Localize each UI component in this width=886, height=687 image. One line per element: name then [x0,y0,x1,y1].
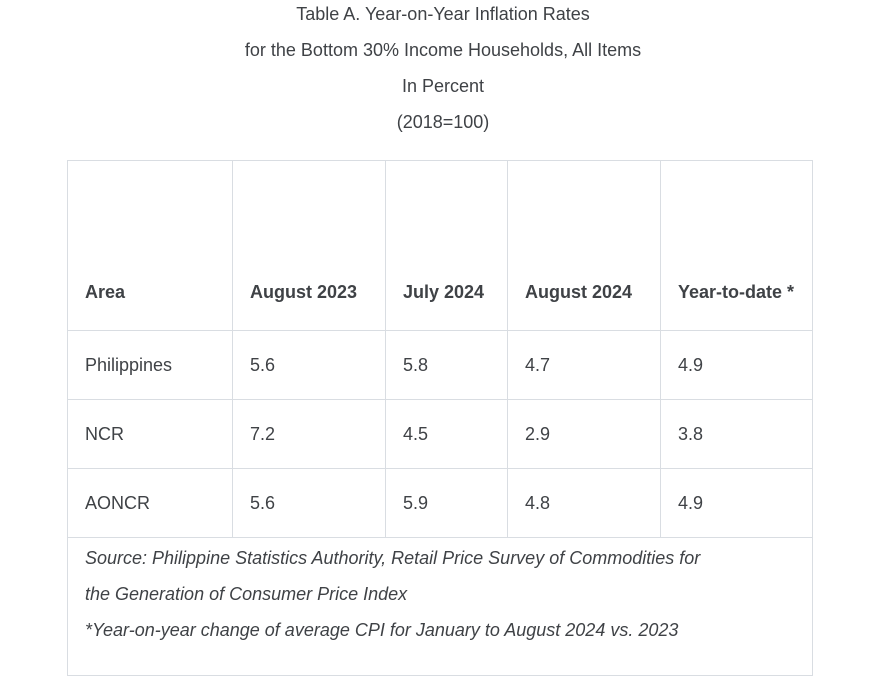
table-row-aoncr: AONCR 5.6 5.9 4.8 4.9 [67,468,813,538]
value-cell: 4.9 [660,330,813,400]
header-row: Area August 2023 July 2024 August 2024 Y… [67,160,813,331]
table-row-ncr: NCR 7.2 4.5 2.9 3.8 [67,399,813,469]
value-cell: 4.5 [385,399,508,469]
title-line-4: (2018=100) [396,112,490,132]
column-header-august-2024: August 2024 [507,160,661,331]
table-row-philippines: Philippines 5.6 5.8 4.7 4.9 [67,330,813,400]
value-cell: 4.7 [507,330,661,400]
area-cell: AONCR [67,468,233,538]
title-line-1: Table A. Year-on-Year Inflation Rates [296,4,590,24]
column-header-area: Area [67,160,233,331]
source-note-line-2: the Generation of Consumer Price Index [85,584,408,604]
source-notes-cell: Source: Philippine Statistics Authority,… [67,537,813,676]
title-line-2: for the Bottom 30% Income Households, Al… [244,40,642,60]
column-header-july-2024: July 2024 [385,160,508,331]
source-note-line-1: Source: Philippine Statistics Authority,… [85,548,701,568]
value-cell: 4.9 [660,468,813,538]
value-cell: 7.2 [232,399,386,469]
title-line-3: In Percent [401,76,485,96]
footnote-year-to-date: *Year-on-year change of average CPI for … [85,620,679,640]
value-cell: 5.8 [385,330,508,400]
value-cell: 3.8 [660,399,813,469]
column-header-year-to-date: Year-to-date * [660,160,813,331]
value-cell: 5.6 [232,330,386,400]
column-header-august-2023: August 2023 [232,160,386,331]
area-cell: NCR [67,399,233,469]
value-cell: 2.9 [507,399,661,469]
inflation-rates-table: Area August 2023 July 2024 August 2024 Y… [67,160,813,676]
area-cell: Philippines [67,330,233,400]
value-cell: 5.6 [232,468,386,538]
table-title-block: Table A. Year-on-Year Inflation Rates fo… [0,0,886,140]
value-cell: 4.8 [507,468,661,538]
notes-row: Source: Philippine Statistics Authority,… [67,537,813,676]
value-cell: 5.9 [385,468,508,538]
